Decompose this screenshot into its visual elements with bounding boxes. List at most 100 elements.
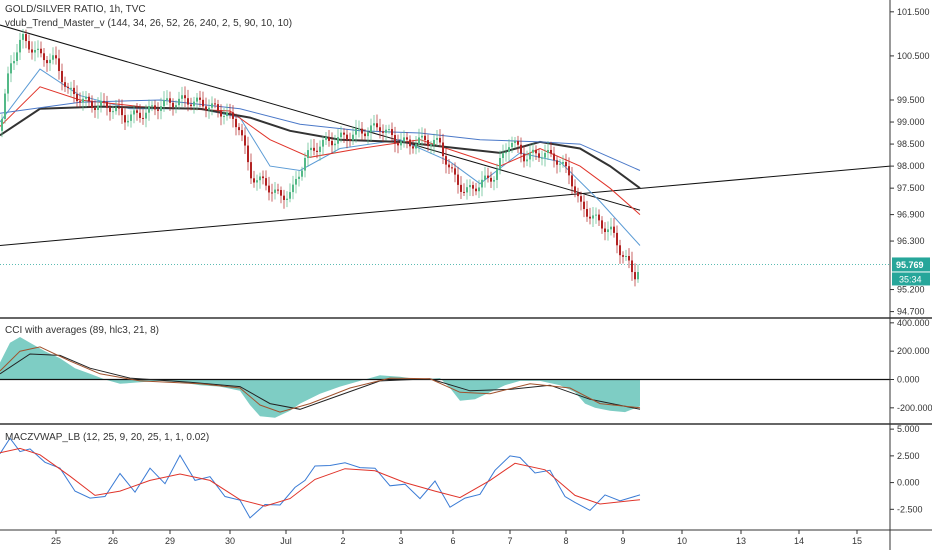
candle-body — [79, 101, 81, 103]
axis-tick-label: 2.500 — [897, 451, 920, 461]
candle-body — [202, 99, 204, 107]
trendline-ascending — [0, 165, 891, 246]
candle-body — [295, 178, 297, 185]
candle-body — [574, 186, 576, 193]
candle-body — [631, 260, 633, 273]
candle-body — [127, 120, 129, 123]
axis-tick-label: 200.000 — [897, 346, 930, 356]
candle-body — [421, 135, 423, 138]
candle-body — [25, 34, 27, 42]
candle-body — [553, 153, 555, 161]
time-axis[interactable]: 25 26 29 30 Jul 2 3 6 7 8 9 10 13 14 15 — [51, 530, 862, 546]
candle-body — [283, 195, 285, 200]
candle-body — [82, 98, 84, 103]
candle-body — [388, 129, 390, 131]
chart-symbol-title[interactable]: GOLD/SILVER RATIO, 1h, TVC — [5, 4, 146, 15]
candle-body — [583, 201, 585, 210]
axis-tick-label: 97.500 — [897, 183, 925, 193]
candle-body — [376, 123, 378, 128]
time-tick-label: 7 — [507, 536, 512, 546]
candle-body — [334, 143, 336, 146]
candle-body — [592, 215, 594, 219]
candle-body — [73, 87, 75, 95]
time-tick-label: 14 — [794, 536, 804, 546]
candle-body — [136, 110, 138, 113]
candle-body — [544, 152, 546, 158]
candle-body — [184, 95, 186, 99]
candle-body — [319, 146, 321, 152]
bar-countdown: 35:34 — [899, 274, 922, 284]
candle-body — [274, 189, 276, 193]
candle-body — [16, 52, 18, 62]
candle-body — [49, 59, 51, 64]
candle-body — [571, 175, 573, 187]
candle-body — [400, 141, 402, 146]
time-tick-label: Jul — [280, 536, 292, 546]
candle-body — [151, 105, 153, 107]
candle-body — [316, 150, 318, 152]
candle-body — [4, 93, 6, 119]
candle-body — [256, 180, 258, 183]
candle-body — [298, 176, 300, 179]
candle-body — [613, 226, 615, 233]
candle-body — [226, 112, 228, 117]
candle-body — [64, 82, 66, 87]
cci-indicator-label[interactable]: CCI with averages (89, hlc3, 21, 8) — [5, 325, 159, 336]
candle-body — [379, 127, 381, 132]
candle-body — [238, 127, 240, 131]
axis-tick-label: 98.500 — [897, 139, 925, 149]
candle-body — [409, 139, 411, 147]
main-price-pane[interactable] — [0, 24, 932, 531]
candle-body — [253, 178, 255, 183]
candle-body — [538, 153, 540, 158]
axis-tick-label: -2.500 — [897, 504, 923, 514]
candle-body — [28, 41, 30, 50]
candle-body — [265, 178, 267, 186]
candle-body — [439, 137, 441, 143]
candle-body — [415, 144, 417, 149]
time-tick-label: 8 — [563, 536, 568, 546]
candle-body — [373, 123, 375, 126]
candle-body — [598, 214, 600, 221]
cci-pane[interactable] — [0, 337, 890, 418]
candle-body — [58, 58, 60, 72]
candle-body — [520, 144, 522, 154]
candle-body — [487, 175, 489, 178]
candle-body — [580, 196, 582, 202]
candle-body — [115, 107, 117, 112]
trend-master-indicator-label[interactable]: vdub_Trend_Master_v (144, 34, 26, 52, 26… — [5, 18, 293, 29]
candle-body — [169, 98, 171, 103]
candle-body — [241, 130, 243, 136]
candle-body — [118, 107, 120, 109]
candle-body — [601, 220, 603, 229]
candle-body — [112, 111, 114, 113]
candle-body — [235, 118, 237, 128]
maczvwap-indicator-label[interactable]: MACZVWAP_LB (12, 25, 9, 20, 25, 1, 1, 0.… — [5, 432, 210, 443]
last-price-badge — [892, 257, 930, 272]
candle-body — [322, 139, 324, 147]
candle-body — [364, 133, 366, 137]
candle-body — [397, 143, 399, 146]
candle-body — [436, 137, 438, 140]
candle-body — [205, 106, 207, 111]
candle-body — [187, 98, 189, 105]
candle-body — [481, 179, 483, 188]
candle-body — [361, 128, 363, 134]
candle-body — [412, 146, 414, 149]
candle-body — [358, 128, 360, 130]
maczvwap-pane[interactable] — [0, 437, 641, 519]
candle-body — [85, 96, 87, 99]
candle-body — [529, 152, 531, 160]
axis-tick-label: 0.000 — [897, 375, 920, 385]
candle-body — [556, 160, 558, 165]
candle-body — [586, 209, 588, 217]
candle-body — [46, 60, 48, 64]
candle-body — [496, 169, 498, 180]
candle-body — [616, 232, 618, 246]
candle-body — [577, 192, 579, 197]
candle-body — [622, 255, 624, 257]
price-axis[interactable]: 101.500 100.500 99.500 99.000 98.500 98.000 97… — [889, 0, 932, 550]
candle-body — [325, 137, 327, 140]
